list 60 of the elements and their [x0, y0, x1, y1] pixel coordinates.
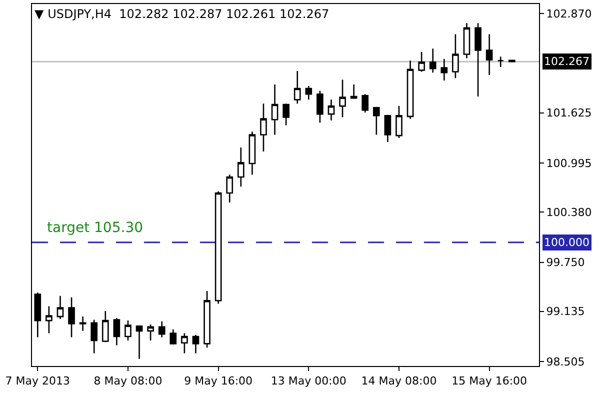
candlestick	[339, 79, 346, 118]
candlestick	[56, 295, 64, 320]
ref-line-label: 100.000	[544, 236, 590, 249]
candlestick	[328, 99, 335, 122]
candlestick	[429, 48, 436, 74]
candlestick	[113, 318, 120, 346]
y-tick-label: 99.750	[546, 256, 585, 270]
candlestick	[294, 70, 301, 104]
candlestick	[79, 316, 86, 332]
y-tick-label: 101.625	[546, 106, 592, 120]
candlestick	[170, 328, 177, 346]
candlestick	[396, 105, 402, 139]
y-tick-label: 100.995	[546, 156, 592, 170]
y-tick-label: 102.870	[546, 7, 592, 20]
candlestick	[508, 59, 516, 63]
candlestick	[271, 84, 278, 136]
x-tick-label: 13 May 00:00	[270, 374, 346, 388]
candlestick	[452, 34, 459, 79]
candlestick	[316, 90, 324, 124]
y-tick-label: 99.135	[546, 305, 585, 318]
candlestick	[192, 334, 200, 354]
candlestick	[181, 332, 188, 354]
candlestick	[350, 84, 358, 100]
candlestick	[372, 106, 380, 136]
candlestick	[68, 296, 75, 338]
candlestick	[124, 320, 132, 342]
candlestick	[384, 114, 392, 143]
candlestick	[282, 103, 290, 126]
candlestick	[497, 56, 504, 68]
candlestick	[486, 34, 493, 76]
candlestick	[237, 146, 244, 188]
candlestick	[305, 85, 312, 100]
candlestick	[418, 51, 425, 72]
y-tick-label: 100.380	[546, 206, 592, 219]
candlestick	[46, 306, 52, 334]
ref-line-label: 102.267	[544, 55, 590, 68]
candlestick	[362, 93, 369, 114]
y-tick-label: 98.505	[546, 355, 585, 368]
candlestick	[248, 130, 256, 176]
candlestick	[204, 290, 210, 348]
x-tick-label: 15 May 16:00	[452, 374, 528, 388]
x-tick-label: 9 May 16:00	[184, 374, 253, 388]
candlestick	[463, 22, 470, 59]
chart-title: ▼ USDJPY,H4 102.282 102.287 102.261 102.267	[34, 6, 330, 21]
candlestick	[226, 174, 234, 204]
x-tick-label: 8 May 08:00	[94, 374, 162, 388]
candlestick	[474, 22, 482, 98]
candlestick	[260, 103, 267, 152]
candlestick	[34, 292, 42, 338]
candlestick	[214, 190, 222, 304]
candlestick	[440, 58, 448, 82]
candlestick	[90, 319, 98, 354]
candlestick	[406, 60, 414, 120]
x-tick-label: 7 May 2013	[5, 374, 70, 388]
annotation: target 105.30	[47, 220, 144, 236]
candlestick	[136, 324, 143, 360]
x-tick-label: 14 May 08:00	[361, 374, 437, 388]
candlestick	[147, 324, 154, 342]
candlestick	[158, 320, 166, 338]
candlestick	[102, 310, 109, 343]
